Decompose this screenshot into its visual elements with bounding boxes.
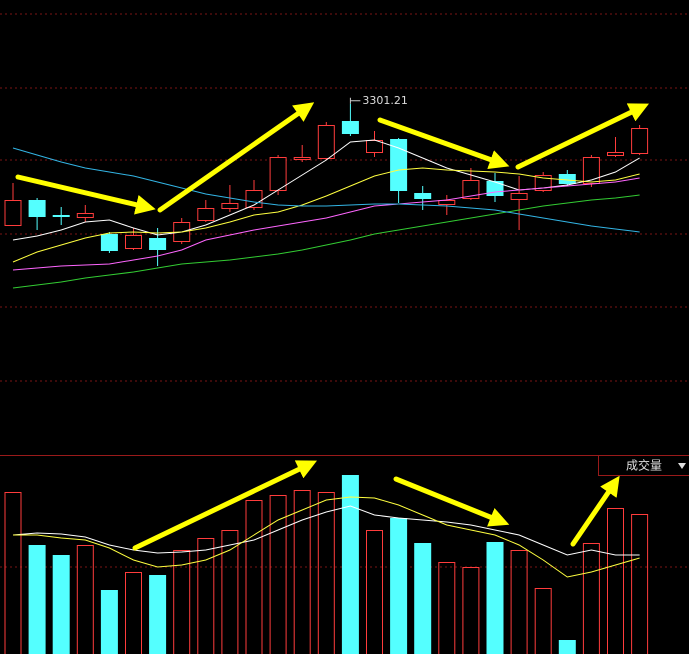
candle-body <box>125 235 142 249</box>
volume-bar <box>607 508 624 654</box>
arrow <box>377 117 510 170</box>
candle-body <box>149 238 167 250</box>
volume-bar <box>534 588 552 654</box>
candle-body <box>462 180 480 199</box>
annotation-leader <box>349 97 361 104</box>
arrow <box>393 476 510 527</box>
dropdown-icon[interactable] <box>678 463 686 469</box>
volume-title: 成交量 <box>626 458 662 473</box>
ma-line <box>12 505 640 556</box>
volume-bar <box>173 550 191 654</box>
volume-bar <box>390 518 408 654</box>
candle-body <box>317 125 335 159</box>
volume-bar <box>582 543 600 654</box>
candle-body <box>100 234 118 251</box>
arrow <box>132 460 318 551</box>
candle-body <box>558 174 576 184</box>
candle-body <box>293 157 311 160</box>
volume-bar <box>366 530 383 654</box>
volume-bar <box>4 492 22 654</box>
volume-bar <box>197 538 215 654</box>
ma-line <box>13 496 640 578</box>
volume-bar <box>317 492 335 654</box>
ma-line <box>12 177 640 271</box>
volume-label-box: 成交量 <box>598 455 689 476</box>
candle-body <box>510 193 528 200</box>
candle-body <box>607 152 624 156</box>
volume-bar <box>293 490 311 654</box>
candle-body <box>631 128 649 154</box>
volume-panel <box>4 475 649 654</box>
ma-line <box>12 147 640 233</box>
volume-bar <box>486 542 504 654</box>
volume-bar <box>52 555 70 654</box>
volume-bar <box>221 530 239 654</box>
volume-bar <box>269 495 287 654</box>
volume-bar <box>28 545 46 654</box>
candle-body <box>52 215 70 217</box>
candle-body <box>414 193 432 199</box>
arrow <box>157 102 315 213</box>
volume-bar <box>438 562 456 654</box>
arrow <box>570 475 620 547</box>
candle-body <box>438 200 456 205</box>
volume-bar <box>341 475 359 654</box>
label-box <box>598 455 689 476</box>
arrow <box>515 103 650 170</box>
candle-body <box>28 200 46 217</box>
volume-bar <box>149 575 167 654</box>
candle-body <box>4 200 22 226</box>
volume-bar <box>100 590 118 654</box>
candle-body <box>76 213 94 218</box>
candle-body <box>534 175 552 191</box>
candle-body <box>197 208 215 221</box>
candle-body <box>245 190 263 208</box>
arrow <box>15 174 156 215</box>
volume-bar <box>245 500 263 654</box>
candle-body <box>269 157 287 191</box>
annotation: 3301.21 <box>362 94 408 107</box>
volume-bar <box>76 545 94 654</box>
price-panel: 3301.21 <box>4 94 649 289</box>
candle-body <box>341 121 359 134</box>
candle-body <box>221 203 239 209</box>
volume-bar <box>462 567 480 654</box>
volume-bar <box>414 543 432 654</box>
candle-body <box>390 139 408 191</box>
volume-bar <box>631 514 649 654</box>
volume-bar <box>558 640 576 654</box>
ma-line <box>12 194 640 289</box>
volume-bar <box>125 572 142 654</box>
arrows <box>15 102 650 551</box>
ma-line <box>12 167 640 263</box>
grid <box>0 13 689 568</box>
volume-bar <box>510 550 528 654</box>
